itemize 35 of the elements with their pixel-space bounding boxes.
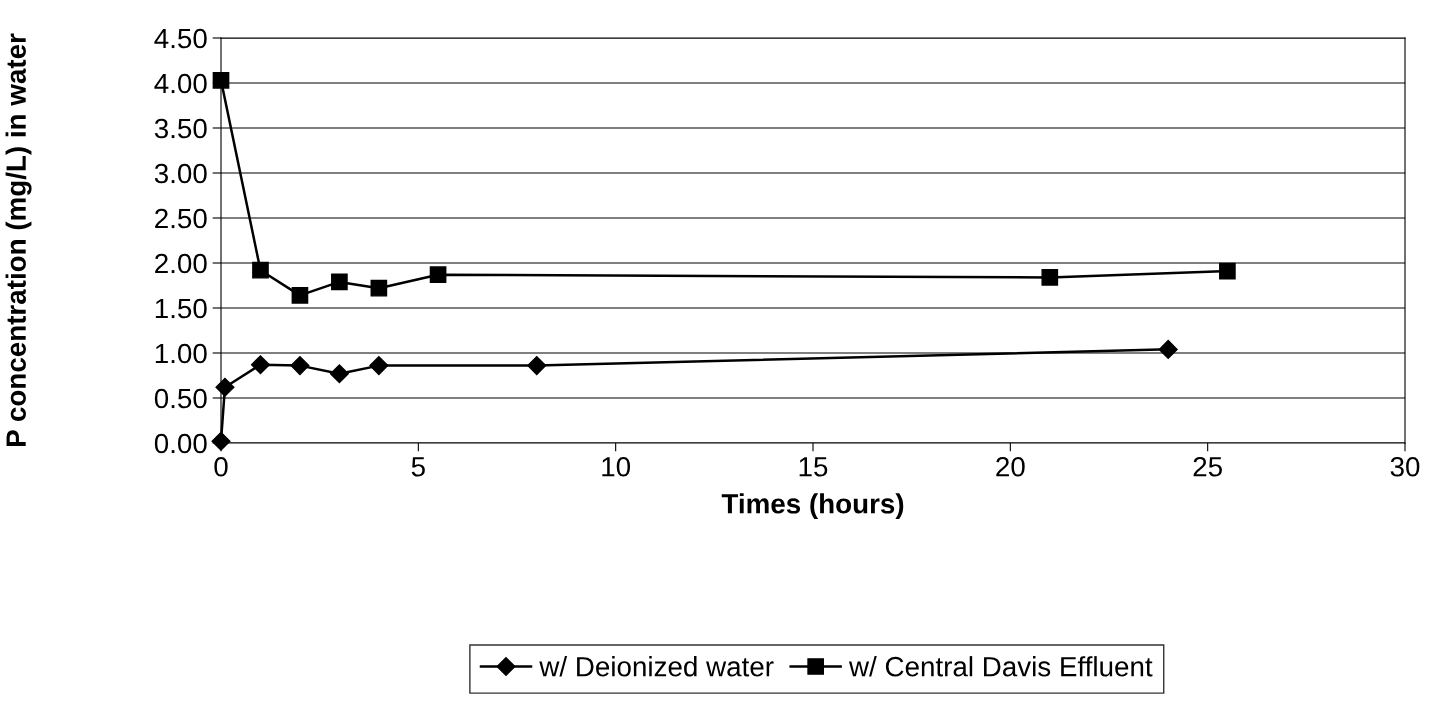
x-axis-title: Times (hours) — [721, 493, 904, 520]
x-tick-label: 20 — [996, 456, 1025, 477]
legend-label: w/ Deionized water — [539, 656, 774, 677]
x-tick-label: 30 — [1390, 456, 1420, 477]
y-tick-label: 0.50 — [154, 388, 207, 409]
x-tick-label: 5 — [411, 457, 425, 477]
point — [212, 71, 230, 89]
point — [1158, 339, 1178, 359]
point — [291, 287, 309, 304]
y-axis-title: P concentration (mg/L) in water — [5, 33, 32, 446]
y-tick-label: 0.00 — [154, 433, 207, 454]
legend-label: w/ Central Davis Effluent — [848, 656, 1153, 677]
y-tick-label: 3.00 — [154, 163, 207, 184]
point — [290, 356, 310, 376]
x-tick-label: 0 — [214, 456, 228, 477]
x-tick-label: 10 — [602, 456, 631, 477]
point — [331, 273, 348, 291]
point — [369, 356, 389, 376]
y-tick-label: 4.00 — [154, 73, 207, 94]
y-tick-label: 4.50 — [154, 28, 207, 49]
y-tick-label: 3.50 — [154, 118, 207, 139]
point — [329, 364, 349, 384]
y-tick-label: 1.00 — [155, 343, 207, 364]
y-tick-label: 1.50 — [155, 298, 207, 319]
y-tick-label: 2.50 — [155, 208, 207, 229]
point — [429, 266, 447, 284]
point — [527, 356, 547, 376]
x-tick-label: 25 — [1193, 456, 1222, 477]
x-tick-label: 15 — [799, 457, 828, 477]
point — [1041, 269, 1059, 286]
y-tick-label: 2.00 — [155, 253, 207, 274]
point — [1219, 262, 1236, 280]
point — [250, 355, 271, 375]
point — [370, 279, 388, 297]
point — [252, 261, 269, 279]
